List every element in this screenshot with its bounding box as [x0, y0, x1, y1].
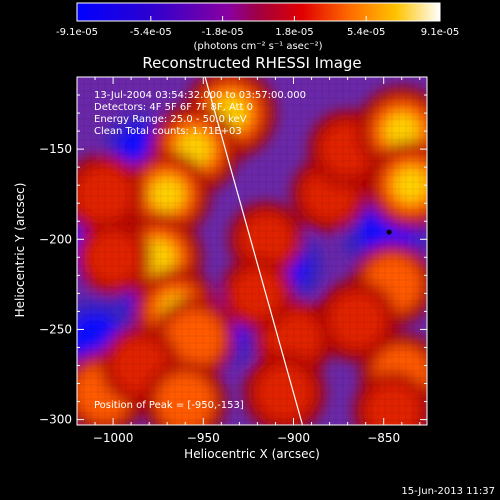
- colorbar-tick-label: -1.8e-05: [202, 27, 244, 38]
- heatmap-blobs: [77, 77, 427, 425]
- bright-blob-core: [149, 176, 185, 212]
- colorbar-tick-label: -9.1e-05: [56, 27, 98, 38]
- bright-blob: [86, 230, 140, 285]
- timestamp: 15-Jun-2013 11:37: [401, 486, 495, 497]
- y-tick-label: −250: [39, 322, 72, 336]
- bright-blob: [255, 363, 314, 422]
- y-tick-label: −150: [39, 142, 72, 156]
- y-tick-label: −300: [39, 413, 72, 427]
- bright-blob: [240, 213, 293, 266]
- heatmap-area: [76, 76, 428, 426]
- colorbar-gradient: [76, 2, 441, 22]
- y-axis-label: Heliocentric Y (arcsec): [13, 183, 27, 318]
- y-tick-label: −200: [39, 232, 72, 246]
- colorbar-tick-label: 5.4e-05: [347, 27, 385, 38]
- colorbar-tick-label: 1.8e-05: [275, 27, 313, 38]
- bright-blob: [231, 267, 284, 320]
- bright-blob: [365, 383, 421, 425]
- x-tick-label: −1000: [93, 431, 134, 445]
- chart-title: Reconstructed RHESSI Image: [142, 54, 361, 72]
- peak-dot: [386, 229, 392, 235]
- bright-blob-core: [383, 112, 420, 150]
- x-tick-label: −900: [277, 431, 310, 445]
- bright-blob: [77, 165, 133, 223]
- colorbar-tick-label: 9.1e-05: [421, 27, 459, 38]
- colorbar-ticks: -9.1e-05 -5.4e-05 -1.8e-05 1.8e-05 5.4e-05 9.…: [56, 16, 459, 38]
- bright-blob-core: [392, 167, 427, 204]
- limb-line: [204, 77, 304, 425]
- x-tick-label: −950: [187, 431, 220, 445]
- colorbar: -9.1e-05 -5.4e-05 -1.8e-05 1.8e-05 5.4e-05 9.…: [56, 2, 459, 52]
- colorbar-unit-label: (photons cm⁻² s⁻¹ asec⁻²): [193, 41, 322, 52]
- annotation-detectors: Detectors: 4F 5F 6F 7F 8F, Att 0: [94, 102, 253, 113]
- colorbar-tick-label: -5.4e-05: [130, 27, 172, 38]
- bright-blob: [165, 309, 224, 368]
- bright-blob: [156, 372, 215, 425]
- peak-marker: [386, 229, 392, 235]
- annotations: 13-Jul-2004 03:54:32.000 to 03:57:00.000…: [94, 90, 306, 411]
- annotation-time: 13-Jul-2004 03:54:32.000 to 03:57:00.000: [94, 90, 306, 101]
- plot-frame: [76, 76, 428, 426]
- x-tick-label: −850: [367, 431, 400, 445]
- annotation-peak-position: Position of Peak = [-950,-153]: [94, 400, 244, 411]
- bright-blob: [328, 291, 386, 349]
- x-axis: −1000 −950 −900 −850: [93, 77, 421, 445]
- x-axis-label: Heliocentric X (arcsec): [184, 447, 320, 461]
- annotation-energy: Energy Range: 25.0 - 50.0 keV: [94, 114, 247, 125]
- y-axis: −150 −200 −250 −300: [39, 94, 427, 427]
- annotation-clean: Clean Total counts: 1.71E+03: [94, 126, 242, 137]
